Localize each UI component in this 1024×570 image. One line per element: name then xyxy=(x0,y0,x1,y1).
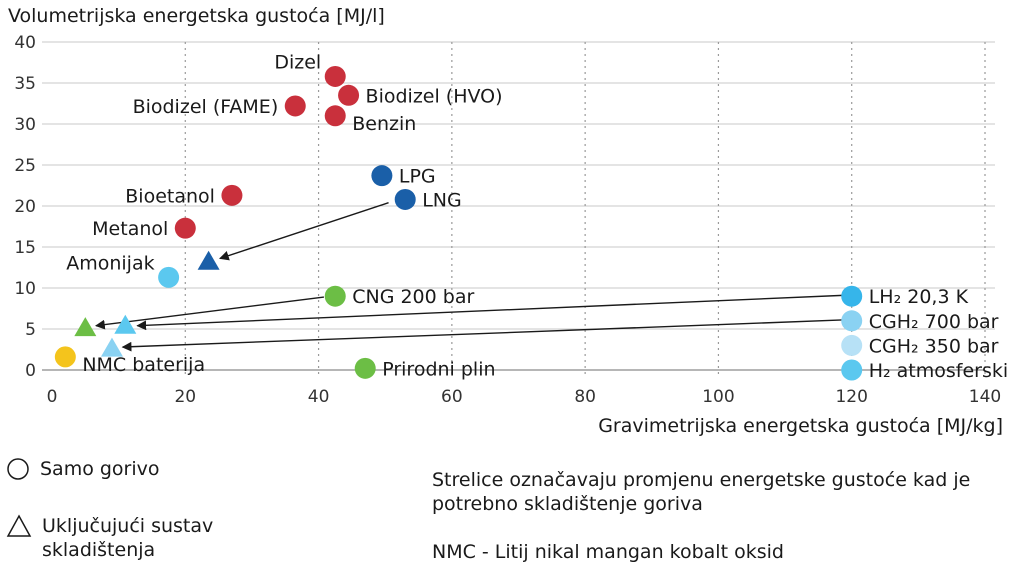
data-label: CGH₂ 700 bar xyxy=(869,311,999,333)
legend-circle-label: Samo gorivo xyxy=(40,458,160,480)
axes: 0 5 10 15 20 25 30 35 40 0 20 40 60 80 100 120 140 xyxy=(14,33,1001,407)
data-label: Bioetanol xyxy=(125,185,215,207)
x-tick-label: 140 xyxy=(969,387,1001,407)
x-tick-label: 40 xyxy=(308,387,330,407)
data-label: LNG xyxy=(422,189,462,211)
triangle-icon xyxy=(6,514,32,537)
data-label: Amonijak xyxy=(66,252,154,274)
x-tick-label: 100 xyxy=(702,387,734,407)
data-point-triangle xyxy=(74,317,97,337)
circle-icon xyxy=(7,458,29,480)
x-tick-label: 60 xyxy=(441,387,463,407)
legend-circle: Samo gorivo xyxy=(6,457,160,481)
storage-arrow xyxy=(219,202,389,261)
data-label: Prirodni plin xyxy=(382,358,495,380)
data-point-circle xyxy=(221,184,243,206)
y-tick-label: 35 xyxy=(14,74,36,94)
data-label: Metanol xyxy=(92,218,168,240)
data-label: Dizel xyxy=(274,51,321,73)
storage-arrow xyxy=(95,296,324,330)
data-point-triangle xyxy=(100,337,123,357)
y-tick-label: 5 xyxy=(25,320,36,340)
x-tick-label: 120 xyxy=(835,387,867,407)
storage-arrow xyxy=(121,319,843,352)
data-label: Biodizel (FAME) xyxy=(133,96,279,118)
data-points: Dizel Biodizel (HVO) Biodizel (FAME) Benzin… xyxy=(54,51,1008,382)
y-tick-label: 40 xyxy=(14,33,36,53)
data-label: NMC baterija xyxy=(82,354,205,376)
data-label: CNG 200 bar xyxy=(352,286,474,308)
data-point-circle xyxy=(324,65,346,87)
data-point-circle xyxy=(174,217,196,239)
data-label: H₂ atmosferski xyxy=(869,360,1008,382)
scatter-chart: 0 5 10 15 20 25 30 35 40 0 20 40 60 80 100 120 140 Dizel… xyxy=(8,5,1008,437)
legend-triangle-label: Uključujući sustav skladištenja xyxy=(42,515,214,561)
data-point-circle xyxy=(841,285,863,307)
x-tick-label: 20 xyxy=(174,387,196,407)
data-label: LPG xyxy=(399,166,436,188)
y-tick-label: 20 xyxy=(14,197,36,217)
arrows xyxy=(95,202,843,352)
data-point-triangle xyxy=(114,314,137,334)
data-label: LH₂ 20,3 K xyxy=(869,286,969,308)
data-point-circle xyxy=(841,310,863,332)
legend-triangle: Uključujući sustav skladištenja xyxy=(6,514,213,562)
x-tick-label: 0 xyxy=(47,387,58,407)
data-point-circle xyxy=(371,165,393,187)
data-label: Biodizel (HVO) xyxy=(366,85,503,107)
data-point-circle xyxy=(54,346,76,368)
data-point-circle xyxy=(841,334,863,356)
data-point-circle xyxy=(284,95,306,117)
y-tick-label: 25 xyxy=(14,156,36,176)
storage-arrow xyxy=(136,294,843,331)
data-point-circle xyxy=(324,285,346,307)
grid xyxy=(42,41,995,376)
nmc-note: NMC - Litij nikal mangan kobalt oksid xyxy=(432,541,784,563)
x-axis-label: Gravimetrijska energetska gustoća [MJ/kg… xyxy=(598,415,1003,437)
y-tick-label: 10 xyxy=(14,279,36,299)
arrows-note: Strelice označavaju promjenu energetske … xyxy=(432,469,971,515)
y-tick-label: 15 xyxy=(14,238,36,258)
data-label: CGH₂ 350 bar xyxy=(869,335,999,357)
data-point-triangle xyxy=(197,250,220,270)
data-point-circle xyxy=(394,188,416,210)
y-axis-label: Volumetrijska energetska gustoća [MJ/l] xyxy=(8,5,385,27)
data-label: Benzin xyxy=(352,113,416,135)
data-point-circle xyxy=(338,84,360,106)
x-tick-label: 80 xyxy=(574,387,596,407)
y-tick-label: 30 xyxy=(14,115,36,135)
y-tick-label: 0 xyxy=(25,361,36,381)
data-point-circle xyxy=(841,359,863,381)
data-point-circle xyxy=(354,357,376,379)
data-point-circle xyxy=(158,266,180,288)
data-point-circle xyxy=(324,105,346,127)
